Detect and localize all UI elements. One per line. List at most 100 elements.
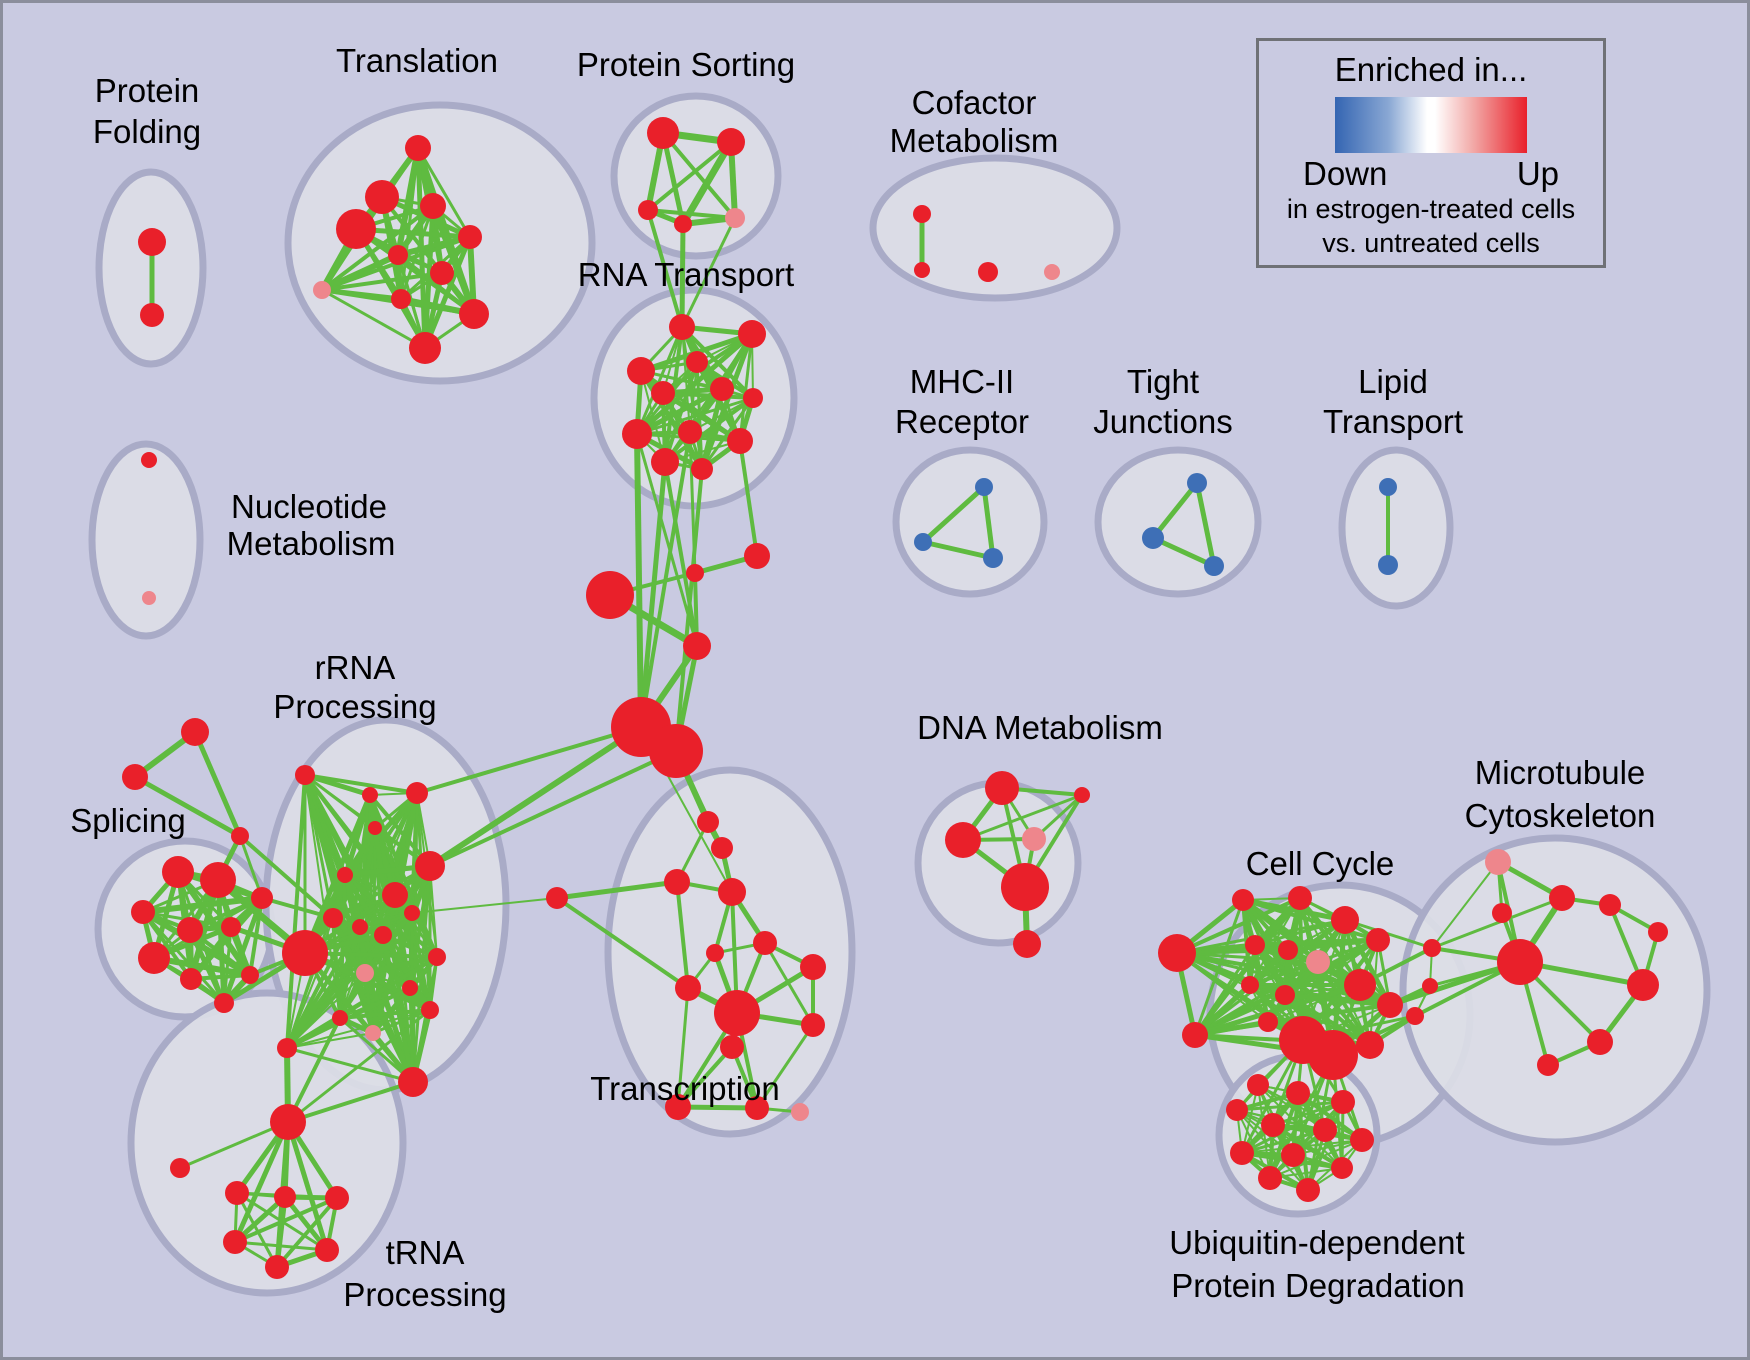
legend-subtitle-line2: vs. untreated cells bbox=[1322, 227, 1540, 258]
network-edge bbox=[1193, 944, 1257, 1036]
network-node-X4 bbox=[683, 632, 711, 660]
network-node-TR1 bbox=[181, 718, 209, 746]
network-edge bbox=[922, 539, 994, 561]
network-node-BN bbox=[231, 827, 249, 845]
network-node-CC12 bbox=[1377, 992, 1403, 1018]
network-edge bbox=[635, 433, 699, 647]
network-node-R5 bbox=[651, 381, 675, 405]
cluster-label-protein-folding-line1: Protein bbox=[95, 72, 200, 109]
network-edge bbox=[286, 1046, 414, 1084]
network-node-S6 bbox=[251, 887, 273, 909]
network-edge bbox=[320, 252, 400, 293]
cluster-ellipse-tight-junctions bbox=[1094, 446, 1262, 598]
network-node-T6 bbox=[388, 245, 408, 265]
network-node-RR5 bbox=[415, 851, 445, 881]
network-edge bbox=[634, 433, 644, 728]
network-edge bbox=[635, 326, 684, 435]
label-layer: Protein Folding Translation Protein Sorting… bbox=[70, 42, 1655, 1313]
cluster-label-tight-junctions-line1: Tight bbox=[1127, 363, 1199, 400]
network-node-X3 bbox=[586, 571, 634, 619]
network-edge bbox=[408, 987, 415, 1083]
network-node-PF2 bbox=[140, 303, 164, 327]
network-node-U7 bbox=[1350, 1128, 1374, 1152]
network-node-U12 bbox=[1296, 1178, 1320, 1202]
network-node-DM5 bbox=[1001, 863, 1049, 911]
network-node-RR8 bbox=[323, 908, 343, 928]
network-edge bbox=[677, 1104, 758, 1111]
network-edge bbox=[141, 911, 226, 1004]
network-node-MT1 bbox=[1485, 849, 1511, 875]
network-node-CC1 bbox=[1158, 934, 1196, 972]
network-node-T2 bbox=[365, 180, 399, 214]
network-node-TX11 bbox=[801, 1013, 825, 1037]
network-edge bbox=[556, 879, 678, 901]
network-edge bbox=[638, 461, 668, 728]
network-node-RR11 bbox=[404, 905, 420, 921]
cluster-label-nucleotide-metabolism-line2: Metabolism bbox=[227, 525, 396, 562]
network-edge bbox=[411, 897, 558, 914]
cluster-ellipse-microtubule-cytoskeleton bbox=[1399, 834, 1711, 1146]
network-node-CC16 bbox=[1308, 1030, 1358, 1080]
network-edge bbox=[1344, 918, 1433, 950]
network-node-T5 bbox=[458, 225, 482, 249]
network-node-TN7 bbox=[170, 1158, 190, 1178]
network-edge bbox=[153, 896, 263, 960]
network-node-S9 bbox=[214, 993, 234, 1013]
network-node-R7 bbox=[743, 388, 763, 408]
network-node-TN2 bbox=[274, 1186, 296, 1208]
network-node-RR2 bbox=[362, 787, 378, 803]
network-edge bbox=[332, 912, 413, 919]
cluster-label-lipid-transport-line1: Lipid bbox=[1358, 363, 1428, 400]
cluster-label-rna-transport: RNA Transport bbox=[578, 256, 794, 293]
network-edge bbox=[287, 1008, 431, 1124]
network-node-T8 bbox=[313, 281, 331, 299]
cluster-ellipse-mhc-ii-receptor bbox=[892, 446, 1048, 598]
network-node-PF1 bbox=[138, 228, 166, 256]
cluster-label-ubiquitin-degradation-line1: Ubiquitin-dependent bbox=[1169, 1224, 1464, 1261]
network-node-S8 bbox=[180, 968, 202, 990]
network-node-S10 bbox=[241, 966, 259, 984]
network-edge bbox=[555, 896, 690, 990]
cluster-label-microtubule-cytoskeleton-line1: Microtubule bbox=[1475, 754, 1646, 791]
network-node-R1 bbox=[669, 314, 695, 340]
network-node-PS5 bbox=[725, 208, 745, 228]
network-node-S2 bbox=[200, 862, 236, 898]
network-edge bbox=[344, 874, 413, 914]
network-node-R4 bbox=[627, 357, 655, 385]
network-edge bbox=[286, 1017, 342, 1123]
network-node-RR3 bbox=[406, 782, 428, 804]
cluster-label-transcription: Transcription bbox=[590, 1070, 780, 1107]
network-node-U4 bbox=[1226, 1099, 1248, 1121]
network-node-CC6 bbox=[1245, 935, 1265, 955]
network-node-TX10 bbox=[720, 1035, 744, 1059]
network-edge bbox=[738, 333, 754, 442]
network-node-R12 bbox=[691, 458, 713, 480]
network-node-T1 bbox=[405, 135, 431, 161]
network-edge bbox=[1151, 481, 1199, 540]
network-edge bbox=[286, 917, 334, 1049]
network-edge bbox=[275, 1196, 339, 1269]
network-node-R2 bbox=[738, 320, 766, 348]
network-edge bbox=[636, 396, 754, 436]
network-node-TX7 bbox=[706, 944, 724, 962]
network-edge bbox=[380, 933, 433, 1012]
network-node-CM1 bbox=[913, 205, 931, 223]
cluster-label-splicing: Splicing bbox=[70, 802, 186, 839]
network-node-RR9 bbox=[352, 919, 368, 935]
network-edge bbox=[1431, 861, 1499, 949]
network-node-RR10 bbox=[374, 926, 392, 944]
network-node-MH3 bbox=[983, 548, 1003, 568]
network-edge bbox=[371, 986, 412, 1035]
network-node-S7 bbox=[138, 942, 170, 974]
network-node-TJ3 bbox=[1204, 556, 1224, 576]
cluster-label-cofactor-metabolism-line1: Cofactor bbox=[912, 84, 1037, 121]
network-edge bbox=[363, 972, 375, 1034]
network-edge bbox=[646, 209, 684, 328]
network-node-R3 bbox=[686, 351, 708, 373]
network-edge bbox=[680, 326, 704, 470]
network-node-PS2 bbox=[717, 128, 745, 156]
network-edge bbox=[921, 485, 986, 544]
network-node-TN1 bbox=[225, 1181, 249, 1205]
network-node-TX3 bbox=[664, 869, 690, 895]
